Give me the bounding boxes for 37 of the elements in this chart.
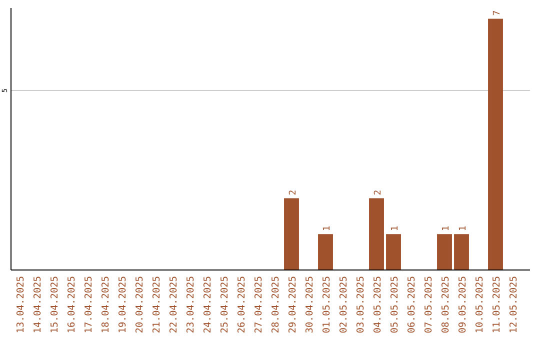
x-tick-label: 20.04.2025 [134, 276, 146, 334]
x-tick-label: 03.05.2025 [356, 276, 366, 334]
x-tick-label: 16.04.2025 [66, 276, 78, 334]
data-label: 2 [374, 190, 384, 196]
data-label: 1 [322, 226, 332, 232]
data-label: 1 [390, 226, 400, 232]
x-tick-label: 30.04.2025 [304, 276, 316, 334]
x-tick-label: 18.04.2025 [100, 276, 112, 334]
x-tick-label: 11.05.2025 [492, 276, 502, 334]
data-label: 7 [492, 10, 502, 16]
x-tick-label: 12.05.2025 [508, 276, 520, 334]
x-tick-label: 08.05.2025 [440, 276, 452, 334]
x-tick-label: 23.04.2025 [186, 276, 196, 334]
x-tick-label: 28.04.2025 [270, 276, 282, 334]
x-tick-label: 22.04.2025 [168, 276, 180, 334]
x-tick-label: 05.05.2025 [390, 276, 400, 334]
x-tick-label: 29.04.2025 [288, 276, 298, 334]
x-tick-label: 07.05.2025 [424, 276, 434, 334]
x-tick-label: 27.04.2025 [254, 276, 264, 334]
data-label: 1 [442, 226, 452, 232]
x-tick-label: 15.04.2025 [50, 276, 60, 334]
x-tick-label: 14.04.2025 [32, 276, 44, 334]
data-label: 1 [458, 226, 468, 232]
x-tick-label: 13.04.2025 [16, 276, 26, 334]
x-tick-label: 06.05.2025 [406, 276, 418, 334]
x-tick-label: 04.05.2025 [372, 276, 384, 334]
x-tick-label: 09.05.2025 [458, 276, 468, 334]
x-tick-label: 21.04.2025 [152, 276, 162, 334]
x-tick-label: 02.05.2025 [338, 276, 350, 334]
x-tick-label: 26.04.2025 [236, 276, 248, 334]
x-tick-label: 17.04.2025 [84, 276, 94, 334]
data-label: 2 [288, 190, 298, 196]
x-tick-label: 19.04.2025 [118, 276, 128, 334]
x-tick-label: 10.05.2025 [474, 276, 486, 334]
x-tick-label: 01.05.2025 [322, 276, 332, 334]
x-tick-label: 25.04.2025 [220, 276, 230, 334]
x-tick-label: 24.04.2025 [202, 276, 214, 334]
